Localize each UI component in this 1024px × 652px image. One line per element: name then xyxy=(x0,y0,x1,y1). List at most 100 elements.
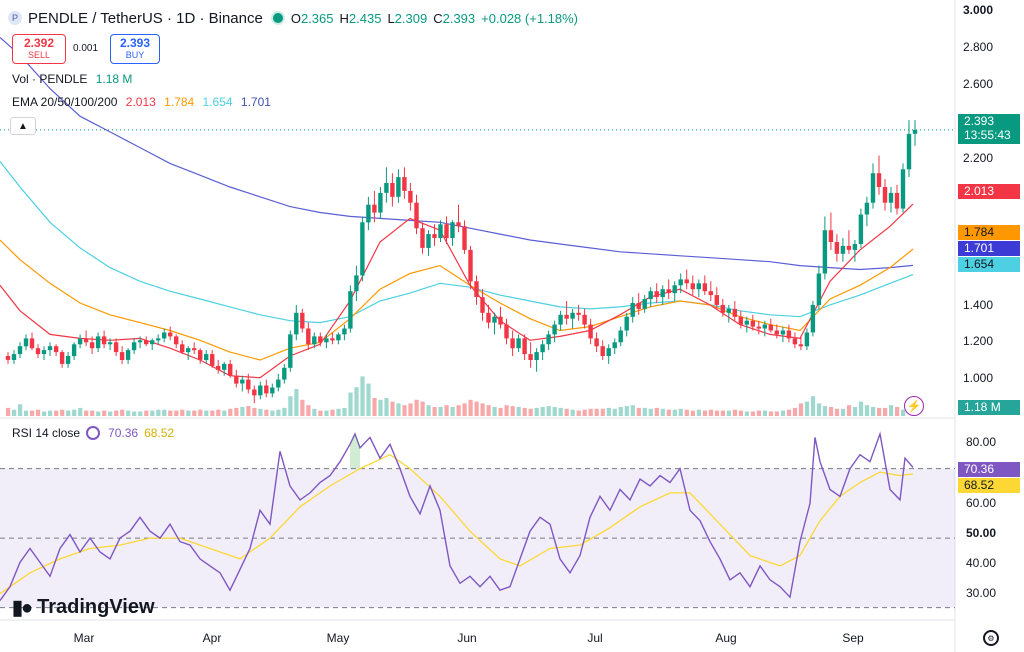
candle-body xyxy=(534,352,539,360)
candle-body xyxy=(420,228,425,248)
buy-price: 2.393 xyxy=(119,36,151,50)
volume-bar xyxy=(36,409,41,416)
candle-body xyxy=(672,285,677,294)
candle-body xyxy=(804,332,810,347)
volume-bar xyxy=(432,407,437,416)
volume-bar xyxy=(480,403,485,416)
candle-body xyxy=(5,356,11,360)
buy-button[interactable]: 2.393 BUY xyxy=(110,34,160,64)
candle-body xyxy=(762,324,767,329)
volume-bar xyxy=(450,407,455,416)
volume-bar xyxy=(696,409,701,416)
volume-bar xyxy=(654,407,659,416)
rsi-ma-line xyxy=(0,453,914,595)
candle-body xyxy=(53,346,59,353)
candle-body xyxy=(204,354,209,360)
ema50-tag: 1.784 xyxy=(958,225,1020,240)
volume-bar xyxy=(168,410,173,416)
volume-bar xyxy=(678,408,683,416)
candle-body xyxy=(174,336,179,345)
volume-bar xyxy=(474,401,479,416)
candle-body xyxy=(336,334,341,341)
candle-body xyxy=(186,348,191,353)
volume-bar xyxy=(234,407,239,416)
volume-bar xyxy=(883,407,888,416)
candle-body xyxy=(582,314,587,325)
candle-body xyxy=(35,348,41,355)
candle-body xyxy=(348,291,353,329)
candle-body xyxy=(89,342,95,349)
candle-body xyxy=(162,332,167,339)
rsi-legend[interactable]: RSI 14 close 70.36 68.52 xyxy=(12,426,174,440)
chart-settings-icon[interactable]: ⚙ xyxy=(983,630,999,646)
volume-bar xyxy=(546,406,551,416)
volume-bar xyxy=(228,408,233,416)
volume-bar xyxy=(96,411,101,416)
candle-body xyxy=(372,204,377,213)
candle-body xyxy=(648,291,653,300)
candle-body xyxy=(246,379,251,390)
candle-body xyxy=(546,334,551,345)
volume-bar xyxy=(204,410,209,416)
candle-body xyxy=(600,346,605,356)
tradingview-wordmark: TradingView xyxy=(37,596,155,618)
volume-bar xyxy=(774,411,779,416)
rsi-settings-icon[interactable] xyxy=(86,426,101,440)
ohlc-low: L2.309 xyxy=(387,10,428,26)
candle-body xyxy=(756,326,761,329)
candle-body xyxy=(450,222,455,238)
volume-bar xyxy=(901,409,906,416)
volume-bar xyxy=(732,409,737,416)
candle-body xyxy=(792,338,798,345)
candle-body xyxy=(426,234,431,248)
collapse-legend-button[interactable]: ▲ xyxy=(10,117,36,135)
candle-body xyxy=(588,324,593,339)
volume-bar xyxy=(336,408,341,416)
volume-bar xyxy=(690,410,695,416)
volume-bar xyxy=(540,407,545,416)
candle-body xyxy=(107,342,113,345)
candle-body xyxy=(354,275,359,292)
volume-bar xyxy=(744,411,749,416)
volume-bar xyxy=(276,409,281,416)
candle-body xyxy=(828,230,834,242)
candle-body xyxy=(65,356,71,364)
candle-body xyxy=(71,344,77,357)
volume-bar xyxy=(366,383,371,416)
volume-bar xyxy=(756,410,761,416)
chevron-up-icon: ▲ xyxy=(18,120,28,132)
candle-body xyxy=(720,304,725,313)
rsi-line xyxy=(0,431,914,602)
candle-body xyxy=(83,338,89,343)
volume-bar xyxy=(384,398,389,416)
volume-bar xyxy=(324,410,329,416)
volume-bar xyxy=(642,407,647,416)
volume-bar xyxy=(720,410,725,416)
volume-bar xyxy=(264,409,269,416)
volume-legend[interactable]: Vol · PENDLE 1.18 M xyxy=(12,72,137,86)
buy-label: BUY xyxy=(125,50,145,60)
candle-body xyxy=(390,183,395,197)
candle-body xyxy=(636,303,641,309)
ema20-legend-value: 2.013 xyxy=(125,95,156,109)
lightning-icon[interactable]: ⚡ xyxy=(904,396,924,416)
candle-body xyxy=(852,244,858,250)
candle-body xyxy=(468,249,473,282)
volume-bar xyxy=(780,410,786,416)
candle-body xyxy=(59,352,65,364)
ema200-legend-value: 1.701 xyxy=(240,95,271,109)
volume-bar xyxy=(354,387,359,416)
tradingview-logo[interactable]: ▮● TradingView xyxy=(12,595,155,620)
volume-bar xyxy=(877,407,882,416)
volume-bar xyxy=(120,409,125,416)
candle-body xyxy=(564,314,569,319)
symbol-title[interactable]: PENDLE / TetherUS · 1D · Binance xyxy=(28,9,263,27)
candle-body xyxy=(384,183,389,193)
candle-body xyxy=(156,338,161,341)
candle-body xyxy=(690,283,695,290)
sell-button[interactable]: 2.392 SELL xyxy=(12,34,66,64)
ema-legend[interactable]: EMA 20/50/100/200 2.013 1.784 1.654 1.70… xyxy=(12,95,276,109)
candle-body xyxy=(131,342,137,351)
volume-bar xyxy=(90,410,95,416)
